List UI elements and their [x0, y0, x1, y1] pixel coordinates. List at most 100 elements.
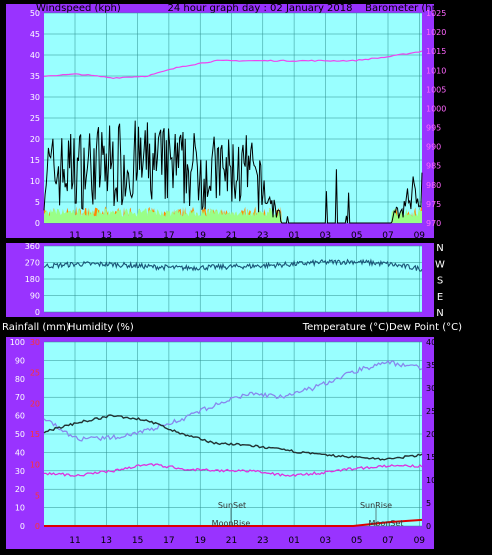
- barometer-axis-title: Barometer (hpa): [365, 3, 448, 14]
- y-tick-label: 1020: [426, 28, 446, 37]
- y-tick-label: 1000: [426, 104, 446, 113]
- y-tick-label: 30: [15, 467, 25, 476]
- y-tick-label: 35: [30, 72, 40, 81]
- y-tick-label: 10: [426, 476, 436, 485]
- y-tick-label: 1025: [426, 9, 446, 18]
- y-tick-label: 25: [426, 407, 436, 416]
- wind-x-ticks: 11 13 15 17 19 21 23 01 03 05 07 09: [69, 231, 425, 241]
- y-tick-label: 45: [30, 30, 40, 39]
- y-tick-label: 30: [30, 338, 40, 347]
- compass-label: W: [435, 259, 445, 270]
- y-tick-label: 25: [30, 114, 40, 123]
- sunset-label: SunSet: [218, 501, 246, 510]
- rainfall-axis-title: Rainfall (mm): [2, 322, 70, 333]
- y-tick-label: 0: [426, 522, 431, 531]
- y-tick-label: 30: [30, 93, 40, 102]
- x-tick-label: 09: [414, 536, 426, 546]
- y-tick-label: 70: [15, 393, 25, 402]
- avg-wind-fill: [44, 208, 422, 223]
- compass-label: S: [437, 276, 443, 287]
- x-tick-label: 01: [288, 231, 299, 241]
- rainfall-line: [44, 518, 423, 527]
- y-tick-label: 980: [426, 181, 441, 190]
- x-tick-label: 09: [414, 231, 426, 241]
- y-tick-label: 90: [30, 292, 40, 301]
- y-tick-label: 40: [426, 338, 436, 347]
- x-tick-label: 17: [163, 231, 174, 241]
- x-tick-label: 13: [101, 536, 112, 546]
- moonset-label: MoonSet: [369, 519, 404, 528]
- y-tick-label: 990: [426, 143, 441, 152]
- barometer-y-ticks: 970 975 980 985 990 995 1000 1005 1010 1015 1020 10…: [426, 9, 446, 228]
- y-tick-label: 10: [30, 461, 40, 470]
- moonrise-label: MoonRise: [212, 519, 251, 528]
- x-tick-label: 23: [257, 231, 268, 241]
- y-tick-label: 20: [30, 135, 40, 144]
- temperature-y-ticks: 0 5 10 15 20 25 30 35 40: [426, 338, 436, 531]
- y-tick-label: 985: [426, 162, 441, 171]
- humidity-y-ticks: 0 10 20 30 40 50 60 70 80 90 100: [10, 338, 25, 531]
- y-tick-label: 35: [426, 361, 436, 370]
- x-tick-label: 15: [132, 536, 143, 546]
- temp-x-ticks: 11 13 15 17 19 21 23 01 03 05 07 09: [69, 536, 425, 546]
- y-tick-label: 25: [30, 369, 40, 378]
- wind-avg-area: [44, 208, 422, 223]
- y-tick-label: 995: [426, 124, 441, 133]
- x-tick-label: 03: [320, 231, 331, 241]
- y-tick-label: 15: [426, 453, 436, 462]
- temperature-series: [43, 414, 423, 461]
- wind-axis-title: Windspeed (kph): [36, 3, 121, 14]
- wind-direction-line: [43, 258, 423, 272]
- humidity-line: [43, 359, 423, 442]
- y-tick-label: 100: [10, 338, 25, 347]
- graph-title: 24 hour graph day : 02 January 2018: [168, 3, 353, 14]
- y-tick-label: 20: [30, 399, 40, 408]
- y-tick-label: 90: [15, 356, 25, 365]
- x-tick-label: 13: [101, 231, 112, 241]
- temperature-line: [43, 414, 423, 461]
- sunrise-label: SunRise: [360, 501, 392, 510]
- sun-moon-markers: SunSet SunRise MoonRise MoonSet: [212, 501, 404, 528]
- rain-y-ticks: 0 5 10 15 20 25 30: [30, 338, 40, 531]
- wind-y-ticks: 0 5 10 15 20 25 30 35 40 45 50: [30, 9, 40, 228]
- barometer-series: [43, 50, 423, 80]
- temperature-axis-title: Temperature (°C)Dew Point (°C): [302, 322, 462, 333]
- compass-label: E: [437, 292, 443, 303]
- y-tick-label: 20: [426, 430, 436, 439]
- y-tick-label: 40: [15, 448, 25, 457]
- x-tick-label: 07: [382, 231, 393, 241]
- y-tick-label: 0: [35, 308, 40, 317]
- x-tick-label: 19: [194, 231, 206, 241]
- direction-y-ticks: 0 90 180 270 360: [25, 242, 40, 317]
- x-tick-label: 07: [382, 536, 393, 546]
- compass-label: N: [436, 308, 443, 319]
- y-tick-label: 5: [426, 499, 431, 508]
- x-tick-label: 03: [320, 536, 331, 546]
- y-tick-label: 270: [25, 259, 40, 268]
- y-tick-label: 0: [35, 219, 40, 228]
- direction-series: [43, 258, 423, 272]
- y-tick-label: 10: [30, 177, 40, 186]
- x-tick-label: 23: [257, 536, 268, 546]
- y-tick-label: 0: [20, 522, 25, 531]
- direction-grid: [44, 245, 422, 313]
- rain-series: [44, 518, 423, 527]
- y-tick-label: 1015: [426, 47, 446, 56]
- x-tick-label: 21: [226, 231, 237, 241]
- compass-label: N: [436, 243, 443, 254]
- x-tick-label: 11: [69, 536, 80, 546]
- y-tick-label: 20: [15, 485, 25, 494]
- y-tick-label: 1005: [426, 85, 446, 94]
- windspeed-line: [43, 120, 423, 224]
- x-tick-label: 17: [163, 536, 174, 546]
- y-tick-label: 970: [426, 219, 441, 228]
- y-tick-label: 50: [15, 430, 25, 439]
- x-tick-label: 19: [194, 536, 206, 546]
- y-tick-label: 15: [30, 156, 40, 165]
- barometer-line: [43, 50, 423, 80]
- y-tick-label: 40: [30, 51, 40, 60]
- x-tick-label: 05: [351, 231, 362, 241]
- y-tick-label: 50: [30, 9, 40, 18]
- y-tick-label: 360: [25, 242, 40, 251]
